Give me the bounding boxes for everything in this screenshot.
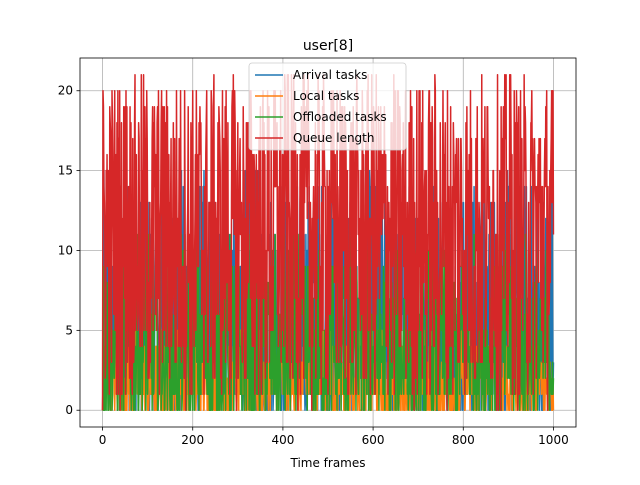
y-tick-label: 10 <box>58 243 73 257</box>
x-tick-label: 1000 <box>538 433 569 447</box>
legend-entries: Arrival tasks Local tasks Offloaded tasks Q… <box>255 68 387 145</box>
y-tick-label: 5 <box>65 323 73 337</box>
y-tick-label: 0 <box>65 403 73 417</box>
x-tick-label: 600 <box>362 433 385 447</box>
x-tick-label: 400 <box>271 433 294 447</box>
series-line-queue-length <box>101 74 555 411</box>
plot-frame <box>79 57 577 428</box>
tick-layer: 0 200 400 600 800 1000 0 5 10 15 20 <box>58 84 569 447</box>
x-tick-label: 200 <box>181 433 204 447</box>
legend-label: Local tasks <box>293 89 359 103</box>
x-tick-label: 0 <box>99 433 107 447</box>
series-layer <box>101 74 555 411</box>
y-tick-label: 15 <box>58 164 73 178</box>
legend: Arrival tasks Local tasks Offloaded tasks Q… <box>248 62 407 151</box>
legend-label: Arrival tasks <box>293 68 367 82</box>
y-tick-label: 20 <box>58 84 73 98</box>
legend-box <box>248 62 407 151</box>
x-axis-label: Time frames <box>289 456 365 470</box>
legend-label: Queue length <box>293 131 375 145</box>
x-tick-label: 800 <box>452 433 475 447</box>
chart-title: user[8] <box>303 38 353 54</box>
legend-label: Offloaded tasks <box>293 110 387 124</box>
